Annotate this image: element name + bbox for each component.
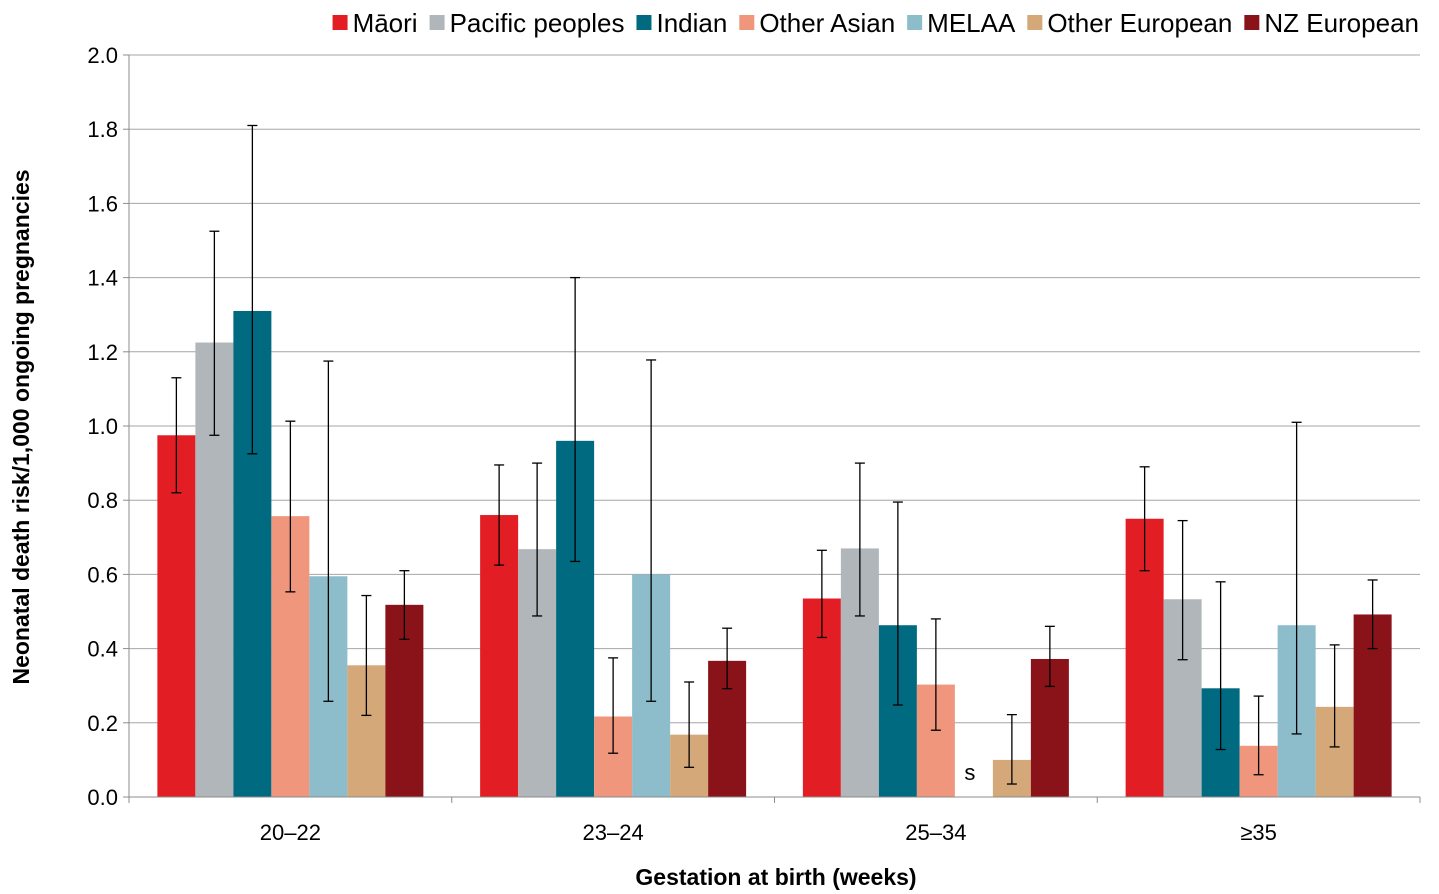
legend-swatch [907,15,923,30]
y-tick-label: 0.6 [87,562,118,587]
legend-swatch [332,15,348,30]
y-tick-label: 0.0 [87,785,118,810]
bar-m-ori-20-22 [157,435,196,797]
legend-label: Māori [353,8,418,38]
y-tick-label: 0.8 [87,488,118,513]
legend-label: Other Asian [759,8,895,38]
suppressed-annotation: s [964,760,975,785]
y-tick-label: 1.0 [87,414,118,439]
bars: s [157,310,1392,797]
legend-item-indian: Indian [636,8,727,38]
legend-item-other-european: Other European [1027,8,1232,38]
legend-swatch [636,15,652,30]
x-tick-label: 25–34 [905,820,966,845]
legend-swatch [429,15,445,30]
legend-label: Pacific peoples [450,8,625,38]
legend-swatch [1027,15,1043,30]
legend-item-pacific-peoples: Pacific peoples [429,8,625,38]
legend-label: Other European [1047,8,1232,38]
y-tick-label: 1.2 [87,340,118,365]
x-tick-label: ≥35 [1240,820,1277,845]
y-tick-label: 0.2 [87,711,118,736]
y-tick-label: 1.8 [87,117,118,142]
error-bars [171,124,1378,785]
y-axis-title: Neonatal death risk/1,000 ongoing pregna… [8,169,34,684]
legend-item-m-ori: Māori [332,8,418,38]
legend-label: MELAA [927,8,1016,38]
y-tick-label: 1.6 [87,191,118,216]
legend-swatch [1244,15,1260,30]
y-tick-label: 0.4 [87,637,118,662]
legend-item-melaa: MELAA [907,8,1016,38]
legend-swatch [739,15,755,30]
x-tick-label: 20–22 [260,820,321,845]
legend-item-nz-european: NZ European [1244,8,1419,38]
x-tick-label: 23–24 [583,820,644,845]
legend-label: NZ European [1264,8,1419,38]
x-axis-title: Gestation at birth (weeks) [635,864,916,890]
axes: 0.0 0.2 0.4 0.6 0.8 1.0 1.2 1.4 1.6 1.8 2.0 20–22 23… [87,43,1421,845]
legend-item-other-asian: Other Asian [739,8,895,38]
legend: Māori Pacific peoples Indian Other Asian MEL… [332,8,1419,38]
y-tick-label: 2.0 [87,43,118,68]
legend-label: Indian [656,8,727,38]
y-tick-label: 1.4 [87,266,118,291]
